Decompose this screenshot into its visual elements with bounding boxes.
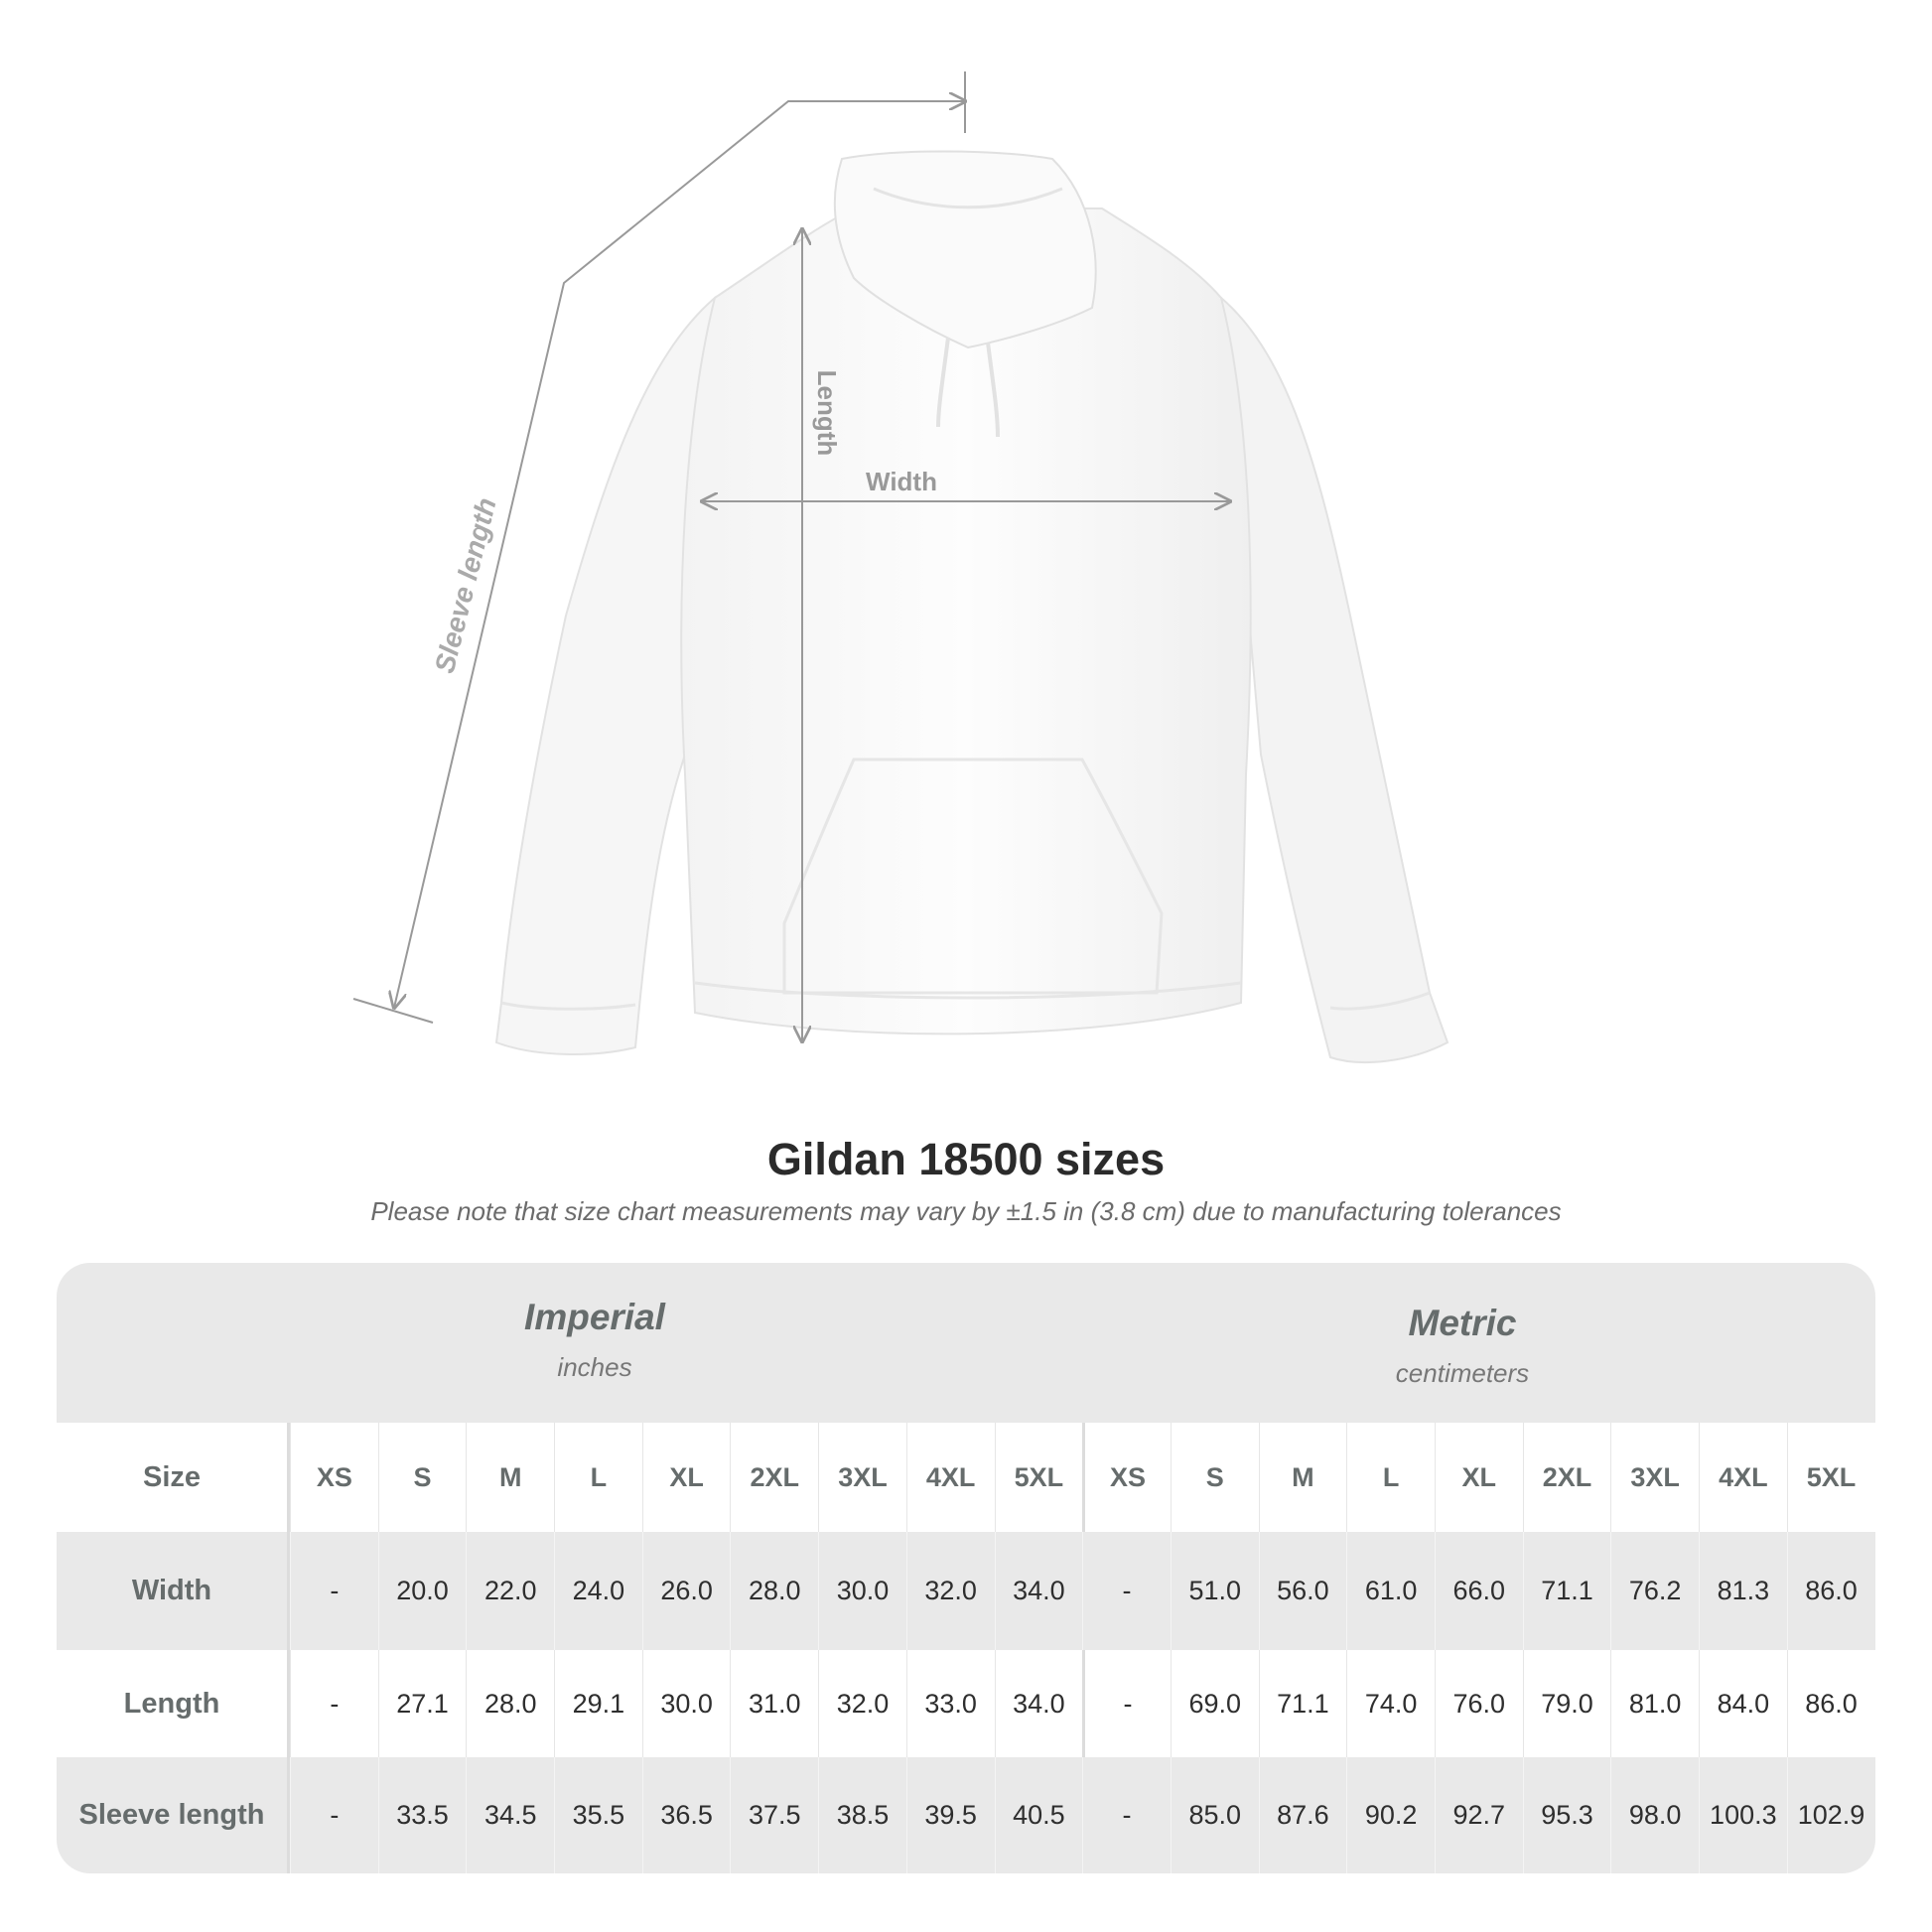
width-label: Width xyxy=(866,467,937,496)
imperial-unit: inches xyxy=(557,1352,632,1382)
chart-title: Gildan 18500 sizes xyxy=(766,1134,1166,1184)
value-cell-metric: 102.9 xyxy=(1786,1757,1875,1873)
value-cell-imperial: - xyxy=(290,1650,378,1757)
size-header-imperial: 4XL xyxy=(905,1423,995,1532)
imperial-title: Imperial xyxy=(524,1297,665,1337)
table-row-sleeve-length: Sleeve length -33.5 34.5 35.5 36.5 37.5 38.5 39… xyxy=(57,1757,1875,1873)
value-cell-imperial: 26.0 xyxy=(641,1532,731,1650)
value-cell-imperial: 35.5 xyxy=(554,1757,642,1873)
value-cell-imperial: 33.5 xyxy=(377,1757,467,1873)
imperial-header: Imperial inches xyxy=(247,1297,942,1383)
size-table: Imperial inches Metric centimeters Size X… xyxy=(57,1263,1875,1873)
length-label: Length xyxy=(812,370,842,457)
value-cell-metric: 90.2 xyxy=(1346,1757,1435,1873)
value-cell-imperial: 22.0 xyxy=(466,1532,554,1650)
value-cell-metric: 92.7 xyxy=(1434,1757,1523,1873)
size-label: Size xyxy=(57,1423,290,1532)
value-cell-imperial: 37.5 xyxy=(730,1757,818,1873)
value-cell-imperial: 20.0 xyxy=(377,1532,467,1650)
value-cell-metric: 81.0 xyxy=(1610,1650,1699,1757)
value-cell-metric: 79.0 xyxy=(1522,1650,1611,1757)
value-cell-metric: 95.3 xyxy=(1522,1757,1611,1873)
value-cell-imperial: 34.0 xyxy=(994,1650,1083,1757)
value-cell-metric: 86.0 xyxy=(1786,1650,1875,1757)
value-cell-metric: 98.0 xyxy=(1610,1757,1699,1873)
size-header-imperial: 5XL xyxy=(994,1423,1083,1532)
size-header-imperial: 3XL xyxy=(818,1423,906,1532)
size-header-metric: L xyxy=(1346,1423,1435,1532)
value-cell-imperial: 32.0 xyxy=(818,1650,906,1757)
value-cell-imperial: 39.5 xyxy=(905,1757,995,1873)
value-cell-imperial: 33.0 xyxy=(905,1650,995,1757)
size-header-metric: XS xyxy=(1082,1423,1171,1532)
tolerance-note: Please note that size chart measurements… xyxy=(370,1196,1562,1226)
value-cell-imperial: 32.0 xyxy=(905,1532,995,1650)
size-header-metric: 2XL xyxy=(1522,1423,1611,1532)
value-cell-imperial: 40.5 xyxy=(994,1757,1083,1873)
value-cell-metric: 76.0 xyxy=(1434,1650,1523,1757)
sleeve-length-label: Sleeve length xyxy=(429,494,502,676)
value-cell-metric: 66.0 xyxy=(1434,1532,1523,1650)
value-cell-imperial: 29.1 xyxy=(554,1650,642,1757)
value-cell-metric: 74.0 xyxy=(1346,1650,1435,1757)
metric-unit: centimeters xyxy=(1395,1358,1530,1388)
metric-header: Metric centimeters xyxy=(1115,1303,1810,1389)
value-cell-metric: 69.0 xyxy=(1170,1650,1259,1757)
row-label: Sleeve length xyxy=(57,1757,290,1873)
value-cell-metric: 85.0 xyxy=(1170,1757,1259,1873)
value-cell-imperial: - xyxy=(290,1532,378,1650)
hoodie-image xyxy=(494,150,1449,1063)
value-cell-metric: 56.0 xyxy=(1258,1532,1347,1650)
sleeve-tick-bottom xyxy=(352,998,434,1024)
value-cell-metric: - xyxy=(1082,1757,1171,1873)
size-header-imperial: M xyxy=(466,1423,554,1532)
size-header-imperial: 2XL xyxy=(730,1423,818,1532)
size-header-metric: XL xyxy=(1434,1423,1523,1532)
value-cell-imperial: 34.0 xyxy=(994,1532,1083,1650)
value-cell-metric: 81.3 xyxy=(1699,1532,1787,1650)
size-header-metric: M xyxy=(1258,1423,1347,1532)
size-header-metric: S xyxy=(1170,1423,1259,1532)
value-cell-metric: 61.0 xyxy=(1346,1532,1435,1650)
table-row-length: Length -27.1 28.0 29.1 30.0 31.0 32.0 33.0 34.0-… xyxy=(57,1650,1875,1757)
size-header-imperial: S xyxy=(377,1423,467,1532)
size-header-imperial: L xyxy=(554,1423,642,1532)
size-row: Size XS S M L XL 2XL 3XL 4XL 5XL XS S M L XL 2XL 3XL 4XL 5… xyxy=(57,1423,1875,1532)
value-cell-metric: 71.1 xyxy=(1258,1650,1347,1757)
value-cell-imperial: 31.0 xyxy=(730,1650,818,1757)
hoodie-diagram: Sleeve length Length Width xyxy=(352,71,1449,1063)
value-cell-imperial: - xyxy=(290,1757,378,1873)
size-header-metric: 4XL xyxy=(1699,1423,1787,1532)
row-label: Width xyxy=(57,1532,290,1650)
value-cell-imperial: 24.0 xyxy=(554,1532,642,1650)
value-cell-metric: - xyxy=(1082,1532,1171,1650)
unit-header: Imperial inches Metric centimeters xyxy=(57,1263,1875,1423)
metric-title: Metric xyxy=(1408,1303,1517,1343)
value-cell-metric: 87.6 xyxy=(1258,1757,1347,1873)
value-cell-metric: 84.0 xyxy=(1699,1650,1787,1757)
value-cell-imperial: 27.1 xyxy=(377,1650,467,1757)
value-cell-imperial: 28.0 xyxy=(466,1650,554,1757)
size-header-imperial: XS xyxy=(290,1423,378,1532)
value-cell-metric: 71.1 xyxy=(1522,1532,1611,1650)
value-cell-metric: - xyxy=(1082,1650,1171,1757)
row-label: Length xyxy=(57,1650,290,1757)
value-cell-imperial: 36.5 xyxy=(641,1757,731,1873)
table-row-width: Width -20.0 22.0 24.0 26.0 28.0 30.0 32.0 34.0-5… xyxy=(57,1532,1875,1650)
value-cell-imperial: 38.5 xyxy=(818,1757,906,1873)
size-header-metric: 3XL xyxy=(1610,1423,1699,1532)
value-cell-imperial: 30.0 xyxy=(818,1532,906,1650)
sleeve-measure-line xyxy=(394,101,965,1008)
value-cell-metric: 100.3 xyxy=(1699,1757,1787,1873)
value-cell-imperial: 34.5 xyxy=(466,1757,554,1873)
size-header-imperial: XL xyxy=(641,1423,731,1532)
value-cell-metric: 76.2 xyxy=(1610,1532,1699,1650)
value-cell-imperial: 30.0 xyxy=(641,1650,731,1757)
value-cell-imperial: 28.0 xyxy=(730,1532,818,1650)
value-cell-metric: 86.0 xyxy=(1786,1532,1875,1650)
value-cell-metric: 51.0 xyxy=(1170,1532,1259,1650)
size-header-metric: 5XL xyxy=(1786,1423,1875,1532)
